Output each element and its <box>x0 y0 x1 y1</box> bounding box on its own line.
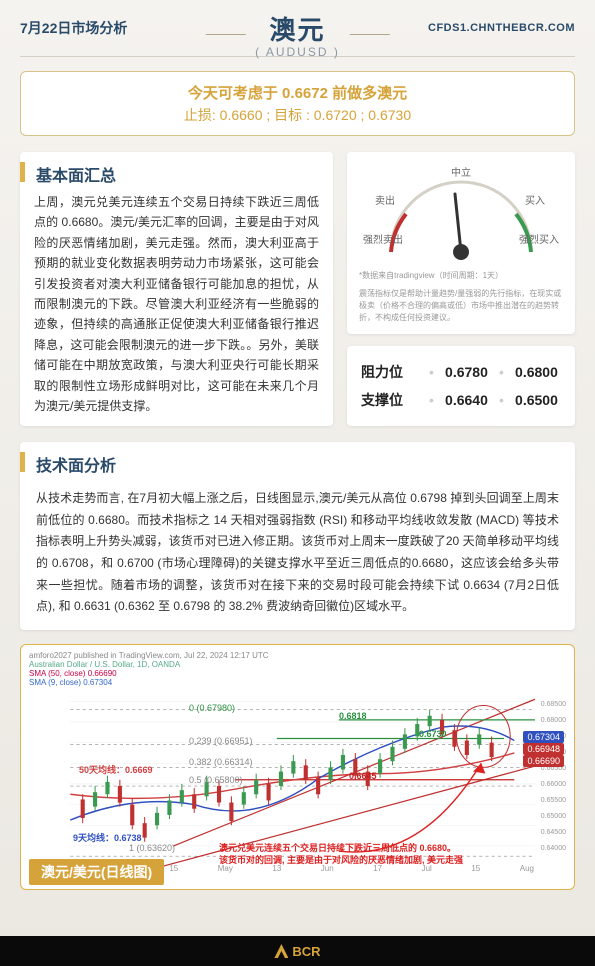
technical-body: 从技术走势而言, 在7月初大幅上涨之后，日线图显示,澳元/美元从高位 0.679… <box>20 482 575 618</box>
url-label: CFDS1.CHNTHEBCR.COM <box>428 22 575 34</box>
resistance-2: 0.6800 <box>512 364 561 380</box>
gauge-card: 中立 卖出 买入 强烈卖出 强烈买入 *数据来自tradingview（时间周期… <box>347 152 575 334</box>
support-label: 支撑位 <box>361 390 421 410</box>
right-badge-blue: 0.67304 <box>523 731 564 743</box>
chart-title-badge: 澳元/美元(日线图) <box>29 859 164 885</box>
fundamental-card: 基本面汇总 上周，澳元兑美元连续五个交易日持续下跌近三周低点的 0.6680。澳… <box>20 152 333 426</box>
fib-382: 0.382 (0.66314) <box>189 757 253 767</box>
gauge-buy: 买入 <box>525 192 545 207</box>
chart-card: amforo2027 published in TradingView.com,… <box>20 644 575 890</box>
support-row: 支撑位 • 0.6640 • 0.6500 <box>361 386 561 414</box>
fundamental-body: 上周，澳元兑美元连续五个交易日持续下跌近三周低点的 0.6680。澳元/美元汇率… <box>20 192 333 416</box>
sentiment-gauge: 中立 卖出 买入 强烈卖出 强烈买入 <box>359 164 563 264</box>
levels-card: 阻力位 • 0.6780 • 0.6800 支撑位 • 0.6640 • 0.6… <box>347 346 575 426</box>
intent-line1: 今天可考虑于 0.6672 前做多澳元 <box>35 82 560 103</box>
ma50-label: 50天均线：0.6669 <box>79 763 153 776</box>
fib-0: 0 (0.67980) <box>189 703 235 713</box>
date-label: 7月22日市场分析 <box>20 18 127 38</box>
dot-icon: • <box>499 364 504 380</box>
price-6818: 0.6818 <box>339 711 367 721</box>
accent-stripe <box>20 452 25 472</box>
footer-brand: BCR <box>292 944 320 959</box>
chart-meta2: Australian Dollar / U.S. Dollar, 1D, OAN… <box>29 660 566 669</box>
gauge-sell: 卖出 <box>375 192 395 207</box>
support-1: 0.6640 <box>442 392 491 408</box>
right-badge-red1: 0.66948 <box>523 743 564 755</box>
resistance-row: 阻力位 • 0.6780 • 0.6800 <box>361 358 561 386</box>
gauge-note1: *数据来自tradingview（时间周期：1天） <box>359 270 563 282</box>
gauge-strong-sell: 强烈卖出 <box>363 231 403 246</box>
chart-area: 0.685000.680000.67500 0.670000.665000.66… <box>29 691 566 871</box>
gauge-strong-buy: 强烈买入 <box>519 231 559 246</box>
footer: BCR <box>0 936 595 966</box>
fib-1: 1 (0.63620) <box>129 843 175 853</box>
chart-meta1: amforo2027 published in TradingView.com,… <box>29 651 566 660</box>
title-main: 澳元 <box>255 10 340 47</box>
y-axis: 0.685000.680000.67500 0.670000.665000.66… <box>541 697 566 857</box>
technical-card: 技术面分析 从技术走势而言, 在7月初大幅上涨之后，日线图显示,澳元/美元从高位… <box>20 442 575 630</box>
fundamental-title: 基本面汇总 <box>20 152 333 192</box>
resistance-1: 0.6780 <box>442 364 491 380</box>
title-symbol: ( AUDUSD ) <box>255 45 340 59</box>
bcr-logo-icon <box>274 944 288 958</box>
support-2: 0.6500 <box>512 392 561 408</box>
resistance-label: 阻力位 <box>361 362 421 382</box>
trade-intent-card: 今天可考虑于 0.6672 前做多澳元 止损: 0.6660 ; 目标 : 0.… <box>20 71 575 136</box>
dot-icon: • <box>429 392 434 408</box>
accent-stripe <box>20 162 25 182</box>
chart-sma50: SMA (50, close) 0.66690 <box>29 669 566 678</box>
header: 7月22日市场分析 澳元 ( AUDUSD ) CFDS1.CHNTHEBCR.… <box>0 0 595 50</box>
dot-icon: • <box>429 364 434 380</box>
fib-239: 0.239 (0.66951) <box>189 736 253 746</box>
right-badge-red2: 0.66690 <box>523 755 564 767</box>
gauge-note2: 震荡指标仅是帮助计量趋势/量强弱的先行指标，在现实或极卖（价格不合理的偏高或低）… <box>359 288 563 324</box>
chart-symbol-meta: Australian Dollar / U.S. Dollar, 1D, OAN… <box>29 660 180 669</box>
gauge-neutral: 中立 <box>451 164 471 179</box>
fib-05: 0.5 (0.65800) <box>189 775 243 785</box>
title-block: 澳元 ( AUDUSD ) <box>255 10 340 59</box>
price-6730: 0.6730 <box>419 729 447 739</box>
price-6645: 0.6645 <box>349 771 377 781</box>
technical-title: 技术面分析 <box>20 442 575 482</box>
intent-line2: 止损: 0.6660 ; 目标 : 0.6720 ; 0.6730 <box>35 105 560 125</box>
dot-icon: • <box>499 392 504 408</box>
chart-sma9: SMA (9, close) 0.67304 <box>29 678 566 687</box>
